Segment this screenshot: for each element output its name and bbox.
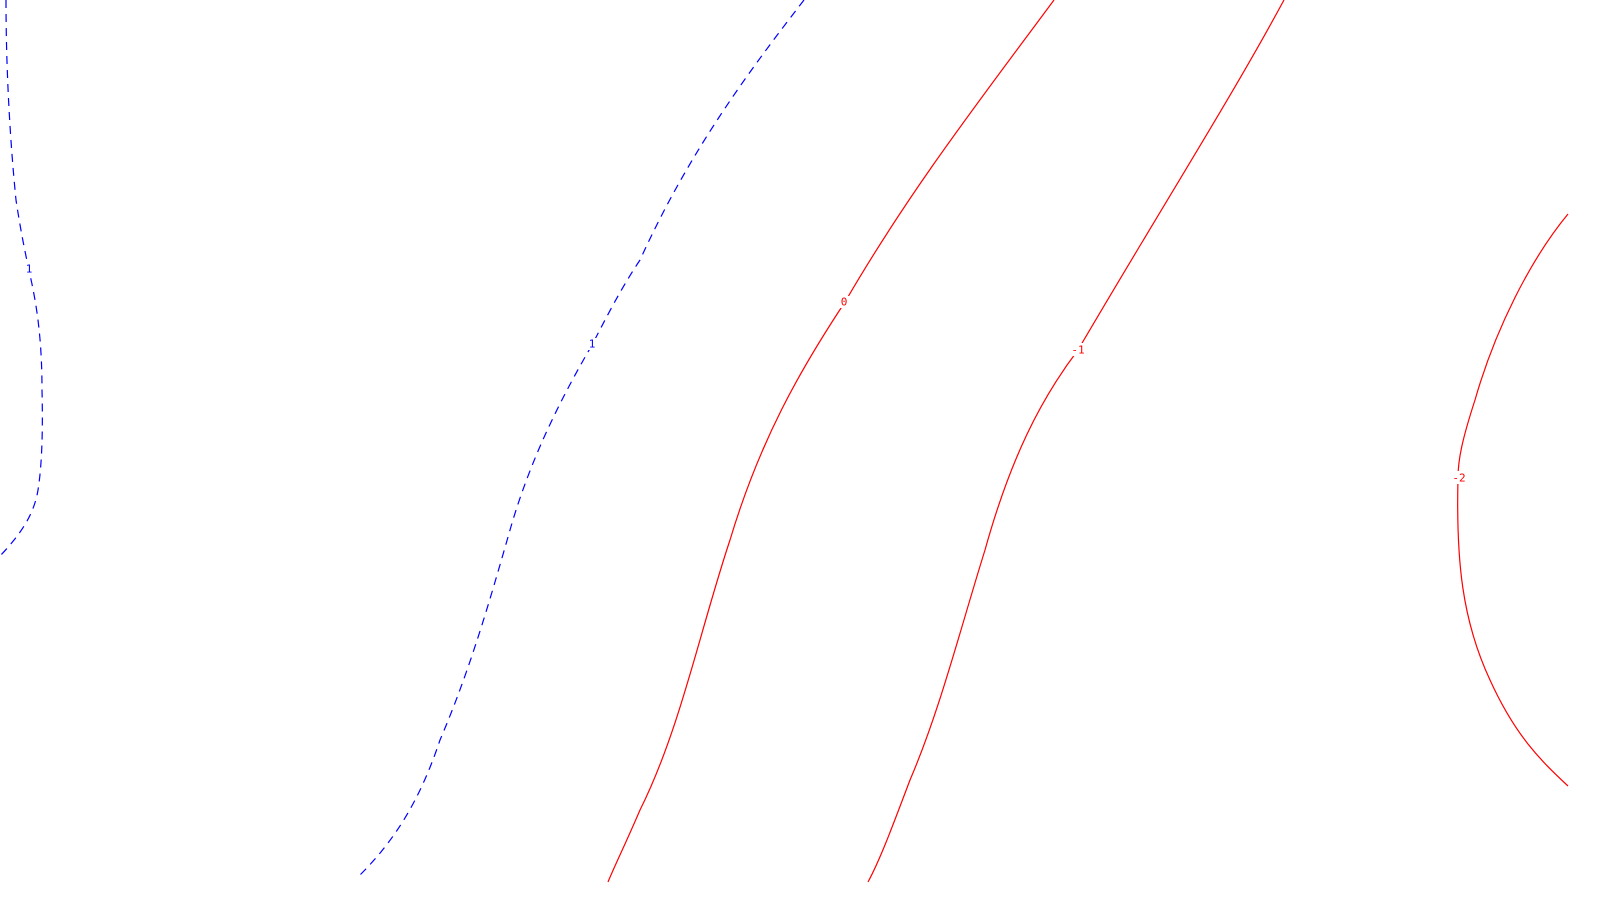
contour-line-zero: 0 (607, 0, 1055, 883)
contour-label-bg-neg-b (586, 338, 598, 350)
contour-line-neg-b: 1 (359, 0, 805, 876)
contour-label-bg-pos-1 (1068, 343, 1088, 356)
contour-label-bg-zero (838, 296, 850, 308)
contour-label-zero: 0 (841, 296, 848, 309)
contour-path-pos-1 (867, 0, 1285, 883)
contour-label-pos-2: -2 (1452, 472, 1465, 485)
contour-line-pos-2: -2 (1449, 213, 1569, 787)
contour-label-neg-a: 1 (26, 263, 33, 276)
contour-path-zero (607, 0, 1055, 883)
contour-line-neg-a: 1 (0, 0, 43, 557)
contour-path-neg-a (0, 0, 43, 557)
contour-label-neg-b: 1 (589, 338, 596, 351)
contour-path-pos-2 (1457, 213, 1569, 787)
contour-line-pos-1: -1 (867, 0, 1285, 883)
contour-label-bg-neg-a (23, 263, 35, 275)
contour-label-bg-pos-2 (1449, 471, 1469, 484)
contour-path-neg-b (359, 0, 805, 876)
contour-label-pos-1: -1 (1071, 344, 1084, 357)
